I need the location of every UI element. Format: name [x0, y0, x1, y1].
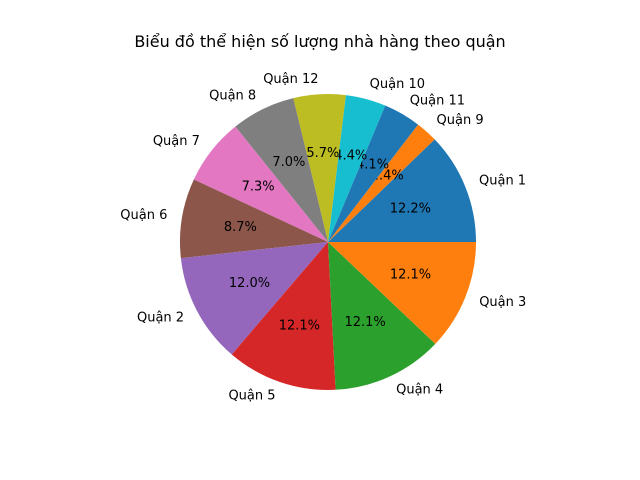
pie-slice — [328, 105, 419, 243]
pie-slice — [328, 242, 476, 344]
pie-slice — [193, 126, 328, 242]
slice-category-label: Quận 4 — [396, 382, 443, 397]
slice-percent-label: 12.1% — [344, 315, 385, 330]
slice-category-label: Quận 8 — [209, 88, 256, 103]
slice-percent-label: 8.7% — [224, 220, 257, 235]
pie-slice — [328, 139, 476, 242]
slice-percent-label: 7.0% — [272, 155, 305, 170]
slice-category-label: Quận 11 — [410, 94, 465, 109]
slice-category-label: Quận 10 — [370, 77, 425, 92]
pie-slice — [293, 94, 346, 242]
slice-category-label: Quận 7 — [153, 134, 200, 149]
pie-slice — [328, 124, 435, 242]
slice-percent-label: 4.4% — [334, 149, 367, 164]
slice-category-label: Quận 6 — [120, 208, 167, 223]
pie-slice — [231, 242, 336, 391]
slice-category-label: Quận 12 — [263, 72, 318, 87]
slice-percent-label: 7.3% — [242, 180, 275, 195]
slice-percent-label: 12.2% — [390, 201, 431, 216]
slice-category-label: Quận 1 — [479, 174, 526, 189]
slice-percent-label: 5.7% — [306, 146, 339, 161]
slice-percent-label: 4.1% — [356, 158, 389, 173]
pie-slice — [180, 242, 328, 355]
slice-percent-label: 12.1% — [279, 319, 320, 334]
pie-slice — [328, 95, 386, 242]
slice-category-label: Quận 9 — [437, 113, 484, 128]
slice-percent-label: 12.0% — [229, 276, 270, 291]
chart-title: Biểu đồ thể hiện số lượng nhà hàng theo … — [134, 32, 506, 51]
slice-category-label: Quận 3 — [479, 295, 526, 310]
slice-category-label: Quận 2 — [137, 311, 184, 326]
pie-slice — [328, 242, 436, 390]
pie-slice — [235, 98, 328, 242]
slice-category-label: Quận 5 — [228, 389, 275, 404]
pie-slice — [180, 179, 328, 259]
slice-percent-label: 12.1% — [390, 267, 431, 282]
